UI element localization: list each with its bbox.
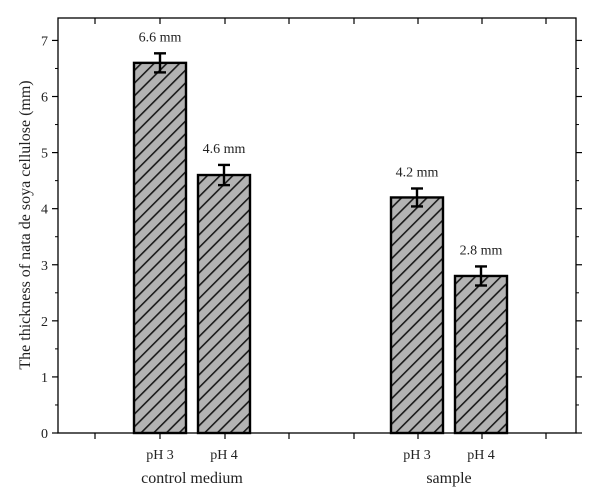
- group-label: control medium: [141, 470, 243, 487]
- y-tick-label: 0: [41, 427, 48, 442]
- bars: 6.6 mm pH 3 4.6 mm pH 4 control medium 4.2 mm…: [132, 30, 509, 487]
- y-tick-label: 4: [41, 203, 48, 218]
- x-category-label: pH 4: [467, 448, 495, 463]
- y-tick-label: 3: [41, 259, 48, 274]
- y-axis-title: The thickness of nata de soya cellulose …: [17, 80, 34, 369]
- y-tick-label: 5: [41, 147, 48, 162]
- bar: [389, 196, 445, 435]
- data-label: 6.6 mm: [139, 30, 182, 45]
- bar: [196, 173, 252, 435]
- group-label: sample: [426, 470, 471, 487]
- bar: [132, 61, 188, 435]
- data-label: 4.6 mm: [203, 142, 246, 157]
- y-tick-label: 7: [41, 34, 48, 49]
- y-axis: 0 1 2 3 4 5 6 7: [41, 34, 582, 442]
- data-label: 2.8 mm: [460, 243, 503, 258]
- y-tick-label: 2: [41, 315, 48, 330]
- y-tick-label: 1: [41, 371, 48, 386]
- x-category-label: pH 3: [146, 448, 174, 463]
- data-label: 4.2 mm: [396, 165, 439, 180]
- x-category-label: pH 4: [210, 448, 238, 463]
- bar: [453, 274, 509, 435]
- x-axis: [94, 18, 547, 439]
- x-category-label: pH 3: [403, 448, 431, 463]
- y-tick-label: 6: [41, 91, 48, 106]
- plot-area: 0 1 2 3 4 5 6 7 6.6 mm pH 3 4.6 mm pH 4 control med…: [41, 17, 582, 487]
- plot-frame: [57, 17, 577, 434]
